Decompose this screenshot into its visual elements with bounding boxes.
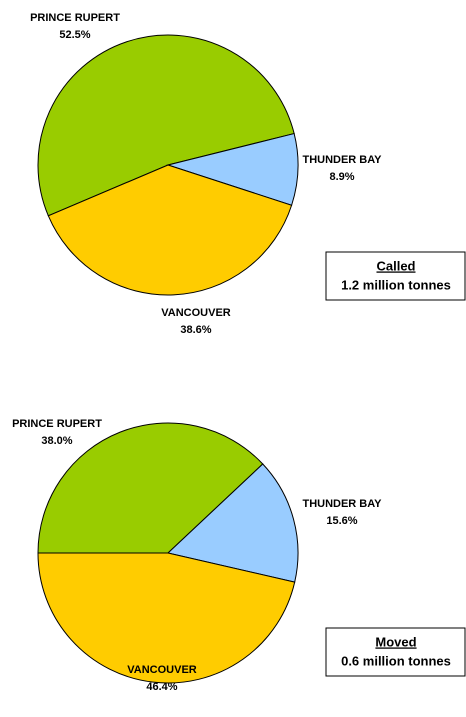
slice-label: VANCOUVER — [127, 664, 197, 676]
annotation-text: 0.6 million tonnes — [341, 653, 451, 668]
slice-value-label: 15.6% — [326, 515, 357, 527]
pie-slice — [47, 164, 293, 296]
annotation-box — [325, 627, 466, 677]
slice-label: PRINCE RUPERT — [30, 12, 120, 24]
slice-value-label: 38.6% — [180, 324, 211, 336]
pie-slice — [37, 552, 296, 684]
pie-slice — [37, 422, 264, 554]
annotation-title: Moved — [375, 634, 416, 649]
annotation-text: 1.2 million tonnes — [341, 277, 451, 292]
pie-slice — [166, 463, 299, 583]
slice-value-label: 8.9% — [329, 171, 354, 183]
slice-value-label: 38.0% — [41, 435, 72, 447]
annotation-box — [325, 251, 466, 301]
slice-label: THUNDER BAY — [302, 498, 382, 510]
slice-label: THUNDER BAY — [302, 154, 382, 166]
slice-value-label: 46.4% — [146, 681, 177, 693]
pie-slice — [37, 34, 295, 217]
annotation-title: Called — [376, 258, 415, 273]
slice-value-label: 52.5% — [59, 29, 90, 41]
slice-label: VANCOUVER — [161, 307, 231, 319]
slice-label: PRINCE RUPERT — [12, 418, 102, 430]
